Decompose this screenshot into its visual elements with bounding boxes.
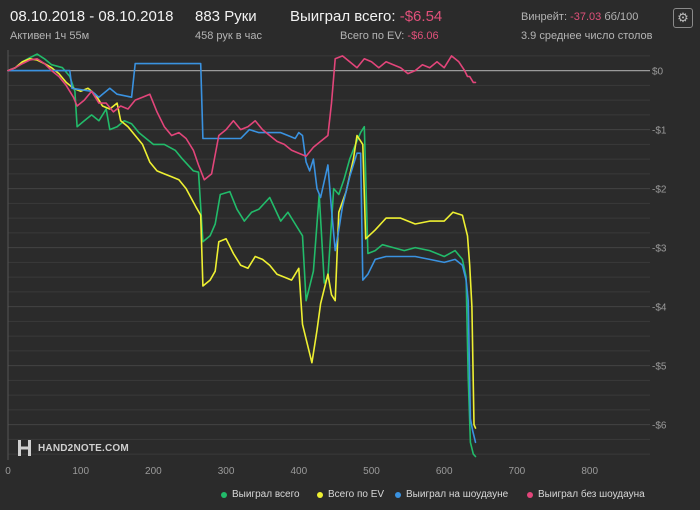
x-tick-label: 600 [436,466,453,477]
y-tick-label: -$6 [652,421,667,432]
y-tick-label: $0 [652,67,664,78]
x-tick-label: 800 [581,466,598,477]
hands-per-hour: 458 рук в час [195,30,263,42]
x-tick-label: 100 [72,466,89,477]
legend-dot [221,491,227,498]
settings-button[interactable]: ⚙ [673,8,693,28]
active-time: Активен 1ч 55м [10,30,90,42]
hands-count: 883 Руки [195,8,257,25]
winrate-value: -37.03 [570,11,602,23]
legend-item-won-total[interactable]: Выиграл всего [221,489,300,500]
legend-item-won-showdown[interactable]: Выиграл на шоудауне [395,489,508,500]
watermark: HAND2NOTE.COM [16,439,129,457]
legend-dot [395,491,401,498]
average-tables: 3.9 среднее число столов [521,30,653,42]
won-total-label: Выиграл всего: [290,8,396,25]
legend-label: Всего по EV [328,489,385,500]
x-tick-label: 500 [363,466,380,477]
series-line-2 [7,58,477,429]
series-line-1 [7,53,477,458]
legend-item-ev-total[interactable]: Всего по EV [317,489,384,500]
watermark-text: HAND2NOTE.COM [38,442,129,454]
chart-legend: Выиграл всего Всего по EV Выиграл на шоу… [0,489,700,503]
y-tick-label: -$1 [652,126,667,137]
legend-label: Выиграл без шоудауна [538,489,645,500]
x-tick-label: 700 [509,466,526,477]
legend-dot [317,491,323,498]
legend-item-won-non-showdown[interactable]: Выиграл без шоудауна [527,489,645,500]
winrate-unit: бб/100 [604,11,639,23]
series-line-3 [7,62,477,444]
series-line-4 [7,55,477,181]
legend-label: Выиграл всего [232,489,300,500]
gear-icon: ⚙ [677,10,689,25]
x-tick-label: 200 [145,466,162,477]
x-tick-label: 0 [5,466,11,477]
won-total: Выиграл всего: -$6.54 [290,8,442,25]
y-tick-label: -$2 [652,185,667,196]
date-range: 08.10.2018 - 08.10.2018 [10,8,174,25]
legend-label: Выиграл на шоудауне [406,489,509,500]
x-tick-label: 400 [290,466,307,477]
won-total-value: -$6.54 [399,8,443,25]
ev-total-label: Всего по EV: [340,30,405,42]
x-tick-label: 300 [218,466,235,477]
winrate: Винрейт: -37.03 бб/100 [521,11,638,23]
ev-total-value: -$6.06 [407,30,439,42]
y-tick-label: -$5 [652,362,667,373]
y-tick-label: -$4 [652,303,667,314]
ev-total: Всего по EV: -$6.06 [340,30,439,42]
legend-dot [527,491,533,498]
winrate-label: Винрейт: [521,11,568,23]
chart: 0 100 200 300 400 500 600 700 800 $0 -$1 -$2 -$3 -$4… [5,50,667,477]
hand2note-logo-icon [18,440,31,456]
y-tick-label: -$3 [652,244,667,255]
